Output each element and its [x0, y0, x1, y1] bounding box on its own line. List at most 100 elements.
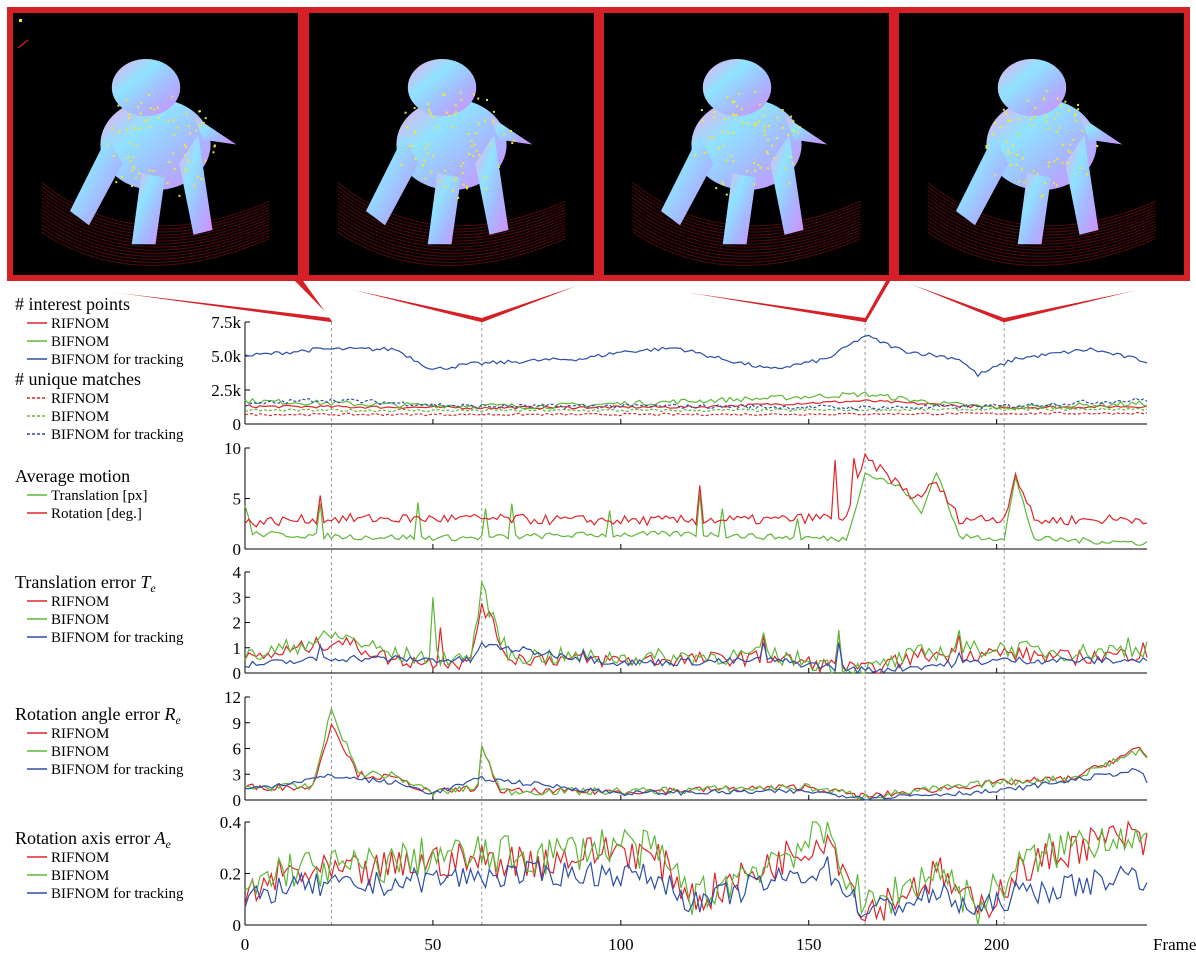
creature-arm [1065, 135, 1099, 235]
y-tick-label: 2 [233, 614, 242, 633]
image-strip [7, 7, 1190, 322]
y-tick-label: 3 [233, 588, 242, 607]
creature-head [407, 59, 477, 116]
x-tick-label: 0 [241, 935, 250, 954]
series-line-bifnom [244, 391, 1148, 411]
creature-arm [475, 135, 509, 235]
creature-arm [661, 135, 714, 226]
x-tick-label: 100 [608, 935, 634, 954]
chart-subtitle: # unique matches [15, 369, 141, 389]
zoom-funnel-inner [16, 281, 332, 318]
legend-label: Translation [px] [51, 488, 148, 504]
creature-arm [366, 135, 419, 226]
image-legend [17, 19, 29, 49]
legend-label: BIFNOM [51, 409, 109, 425]
x-tick-label: 150 [796, 935, 822, 954]
legend-label: BIFNOM [51, 744, 109, 760]
series-line-bifnom-for-tracking [244, 397, 1148, 411]
creature-arm [179, 135, 213, 235]
legend-label: BIFNOM [51, 612, 109, 628]
series-line-bifnom [244, 580, 1148, 675]
frame-markers [330, 322, 1005, 925]
y-tick-label: 0 [233, 664, 242, 683]
legend-label: BIFNOM for tracking [51, 427, 184, 443]
chart-panel: 0 5 10 Average motion Translation [px] Rotati… [15, 439, 1148, 559]
series-line-rotation-deg- [244, 452, 1148, 528]
legend-label: BIFNOM [51, 334, 109, 350]
series-line-bifnom [244, 821, 1148, 926]
y-tick-label: 1 [233, 639, 242, 658]
legend-label: RIFNOM [51, 594, 109, 610]
creature-head [111, 59, 181, 116]
image-panel [893, 7, 1190, 322]
y-tick-label: 3 [233, 765, 242, 784]
image-panel [303, 7, 600, 322]
series-line-bifnom-for-tracking [244, 334, 1148, 378]
zoom-funnel-inner [312, 281, 591, 318]
zoom-funnel-inner [607, 281, 886, 318]
x-tick-label: 200 [984, 935, 1010, 954]
y-tick-label: 0 [233, 415, 242, 434]
creature-arm [70, 135, 123, 226]
legend-label: BIFNOM [51, 868, 109, 884]
y-tick-label: 5.0k [211, 347, 241, 366]
matched-point-icon [19, 19, 22, 22]
legend-label: Rotation [deg.] [51, 506, 142, 522]
creature-leg [131, 173, 165, 245]
y-tick-label: 0 [233, 916, 242, 935]
creature-arm [956, 135, 1009, 226]
y-tick-label: 0.2 [220, 865, 241, 884]
y-tick-label: 7.5k [211, 313, 241, 332]
chart-title: Translation error Te [15, 572, 156, 595]
series-line-bifnom [244, 407, 1148, 413]
series-line-rifnom [244, 820, 1148, 922]
chart-panel: 0 2.5k 5.0k 7.5k # interest points RIFNOM BIFN… [15, 294, 1148, 443]
legend-label: BIFNOM for tracking [51, 630, 184, 646]
legend-label: RIFNOM [51, 726, 109, 742]
legend-label: RIFNOM [51, 391, 109, 407]
legend-label: BIFNOM for tracking [51, 352, 184, 368]
series-line-rifnom [244, 411, 1148, 417]
creature-head [702, 59, 772, 116]
y-tick-label: 4 [233, 563, 242, 582]
creature-leg [722, 173, 756, 245]
creature-leg [1017, 173, 1051, 245]
creature-arm [770, 135, 804, 235]
y-tick-label: 0.4 [220, 813, 242, 832]
image-panel [598, 7, 895, 322]
y-tick-label: 9 [233, 714, 242, 733]
chart-title: Rotation axis error Ae [15, 828, 171, 851]
y-tick-label: 10 [224, 439, 241, 458]
creature-tail [1079, 116, 1123, 145]
series-line-rifnom [244, 722, 1148, 800]
series-line-bifnom-for-tracking [244, 768, 1148, 801]
series-line-bifnom-for-tracking [244, 641, 1148, 675]
series-line-bifnom [244, 706, 1148, 800]
legend-label: RIFNOM [51, 316, 109, 332]
series-line-bifnom-for-tracking [244, 856, 1148, 918]
y-tick-label: 6 [233, 740, 242, 759]
y-tick-label: 12 [224, 688, 241, 707]
x-axis-labels: 0 50 100 150 200 Frame [241, 935, 1196, 954]
x-tick-label: 50 [424, 935, 441, 954]
chart-title: Rotation angle error Re [15, 704, 181, 727]
y-tick-label: 2.5k [211, 381, 241, 400]
chart-title: # interest points [15, 294, 130, 314]
creature-head [997, 59, 1067, 116]
y-tick-label: 5 [233, 490, 242, 509]
x-axis-label: Frame [1153, 935, 1196, 954]
trajectory-icon [17, 39, 29, 49]
chart-title: Average motion [15, 466, 130, 486]
legend-label: BIFNOM for tracking [51, 762, 184, 778]
zoom-funnel-inner [902, 281, 1181, 318]
y-tick-label: 0 [233, 540, 242, 559]
series-line-translation-px- [244, 471, 1148, 547]
image-panel [7, 7, 333, 322]
legend-label: RIFNOM [51, 850, 109, 866]
creature-tail [784, 116, 828, 145]
series-line-rifnom [244, 603, 1148, 674]
